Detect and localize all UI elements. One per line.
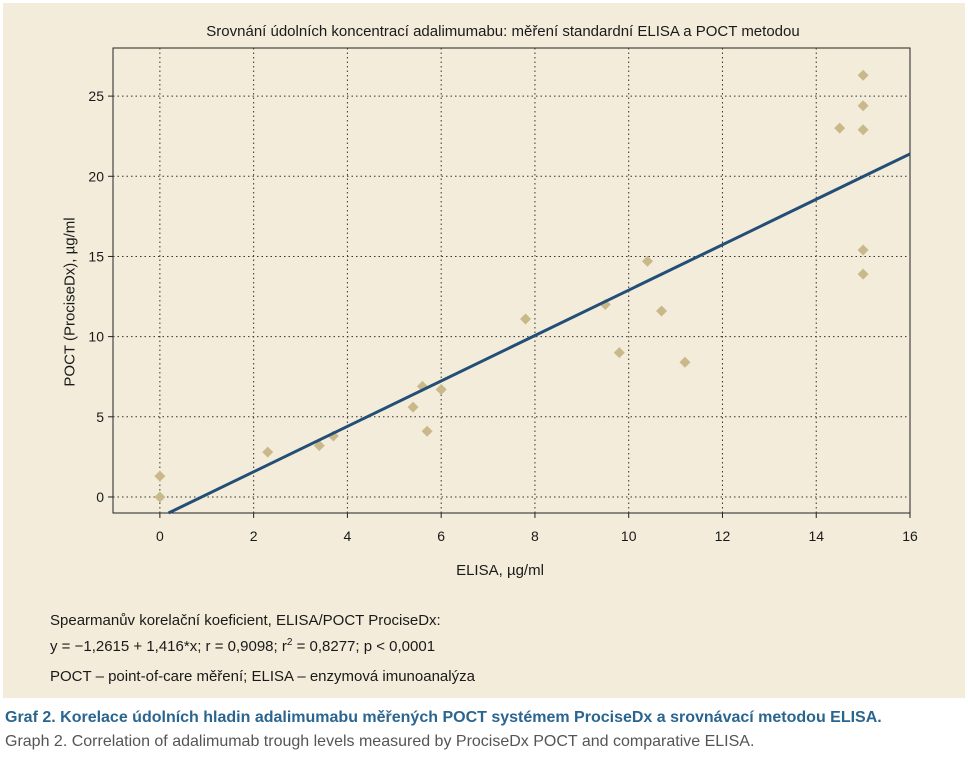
x-axis-label: ELISA, µg/ml (456, 562, 544, 579)
data-point (421, 425, 433, 437)
data-point (154, 470, 166, 482)
y-axis-label: POCT (ProciseDx), µg/ml (61, 217, 79, 387)
chart-title: Srovnání údolních koncentrací adalimumab… (206, 23, 800, 40)
caption-english: Graph 2. Correlation of adalimumab troug… (5, 733, 755, 750)
data-point (520, 313, 532, 325)
stats-r2-exponent: 2 (286, 637, 293, 648)
x-tick-label: 10 (621, 528, 637, 544)
data-point (857, 124, 869, 136)
y-tick-label: 10 (88, 329, 104, 345)
data-point (154, 491, 166, 503)
data-point (407, 401, 419, 413)
data-point (641, 255, 653, 267)
data-point (435, 384, 447, 396)
regression-line (167, 152, 911, 515)
caption-czech: Graf 2. Korelace údolních hladin adalimu… (5, 709, 882, 726)
data-point (857, 244, 869, 256)
x-tick-label: 4 (344, 528, 352, 544)
data-point (679, 356, 691, 368)
stats-heading: Spearmanův korelační koeficient, ELISA/P… (50, 612, 441, 629)
abbreviations-note: POCT – point-of-care měření; ELISA – enz… (50, 668, 475, 685)
x-tick-label: 6 (437, 528, 445, 544)
data-point (613, 347, 625, 359)
x-tick-label: 14 (808, 528, 824, 544)
x-tick-label: 12 (715, 528, 731, 544)
x-tick-label: 8 (531, 528, 539, 544)
scatter-plot: 0 2 4 6 8 10 12 14 16 0 5 10 15 20 25 (88, 47, 918, 544)
x-tick-label: 0 (156, 528, 164, 544)
x-tick-label: 2 (250, 528, 258, 544)
data-point (262, 446, 274, 458)
stats-equation-part: y = −1,2615 + 1,416*x; r = 0,9098; r (50, 638, 287, 655)
data-point (857, 100, 869, 112)
data-point (656, 305, 668, 317)
figure-panel: Srovnání údolních koncentrací adalimumab… (3, 3, 965, 698)
data-point (857, 69, 869, 81)
data-point (857, 268, 869, 280)
x-tick-label: 16 (902, 528, 918, 544)
data-point (834, 122, 846, 134)
y-tick-label: 15 (88, 248, 104, 264)
y-tick-label: 0 (96, 489, 104, 505)
y-tick-label: 20 (88, 168, 104, 184)
stats-equation: y = −1,2615 + 1,416*x; r = 0,9098; r2 = … (50, 637, 435, 655)
stats-equation-tail: = 0,8277; p < 0,0001 (292, 638, 436, 655)
plot-frame (112, 47, 911, 514)
y-tick-label: 5 (96, 409, 104, 425)
y-tick-label: 25 (88, 88, 104, 104)
